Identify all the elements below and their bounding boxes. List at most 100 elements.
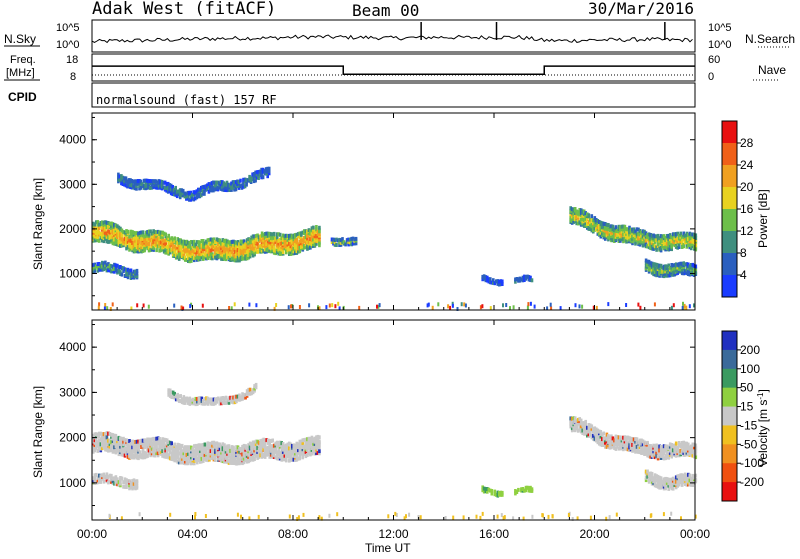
- echo-cell: [236, 250, 240, 255]
- echo-cell: [123, 453, 127, 458]
- echo-cell: [292, 451, 296, 456]
- echo-cell: [99, 431, 103, 436]
- echo-cell: [147, 181, 150, 186]
- echo-cell: [640, 438, 643, 443]
- echo-cell: [619, 435, 622, 440]
- echo-cell: [584, 419, 587, 424]
- echo-cell: [181, 188, 185, 193]
- echo-cell: [376, 304, 378, 309]
- echo-cell: [215, 254, 219, 259]
- echo-cell: [690, 263, 693, 267]
- echo-cell: [576, 516, 579, 521]
- echo-cell: [137, 442, 140, 447]
- echo-cell: [211, 440, 214, 445]
- echo-cell: [582, 426, 586, 431]
- echo-cell: [171, 390, 175, 395]
- echo-cell: [244, 458, 247, 463]
- echo-cell: [667, 481, 670, 486]
- echo-cell: [688, 241, 692, 246]
- echo-cell: [200, 188, 203, 193]
- echo-cell: [242, 452, 246, 457]
- echo-cell: [676, 236, 679, 241]
- echo-cell: [596, 430, 600, 435]
- echo-cell: [622, 435, 625, 440]
- echo-cell: [133, 186, 137, 191]
- echo-cell: [150, 231, 154, 236]
- echo-cell: [110, 473, 113, 478]
- echo-cell: [582, 430, 586, 435]
- echo-cell: [395, 513, 398, 517]
- echo-cell: [677, 269, 681, 274]
- echo-cell: [620, 227, 624, 232]
- echo-cell: [134, 486, 137, 491]
- echo-cell: [238, 255, 241, 260]
- echo-cell: [309, 245, 312, 250]
- echo-cell: [108, 230, 112, 235]
- echo-cell: [629, 233, 633, 238]
- echo-cell: [119, 232, 122, 237]
- echo-cell: [146, 437, 149, 442]
- echo-cell: [266, 243, 270, 248]
- echo-cell: [120, 228, 124, 233]
- echo-cell: [626, 442, 630, 446]
- echo-cell: [298, 235, 302, 240]
- y-tick-label: 2000: [59, 222, 86, 236]
- echo-cell: [119, 270, 122, 275]
- echo-cell: [158, 236, 161, 241]
- echo-cell: [227, 240, 231, 245]
- echo-cell: [638, 438, 642, 443]
- echo-cell: [111, 238, 115, 243]
- echo-cell: [527, 277, 531, 282]
- echo-cell: [628, 232, 631, 237]
- colorbar-swatch: [722, 331, 737, 351]
- echo-cell: [688, 482, 692, 487]
- echo-cell: [668, 265, 672, 270]
- echo-cell: [604, 440, 607, 445]
- echo-cell: [141, 248, 145, 253]
- echo-cell: [650, 445, 654, 450]
- echo-cell: [664, 245, 667, 250]
- echo-cell: [677, 443, 681, 448]
- echo-cell: [230, 445, 234, 450]
- echo-cell: [573, 219, 577, 224]
- echo-cell: [626, 435, 630, 440]
- echo-cell: [687, 236, 690, 241]
- echo-cell: [449, 305, 452, 310]
- echo-cell: [640, 445, 643, 450]
- echo-cell: [187, 445, 190, 450]
- echo-cell: [119, 234, 122, 239]
- echo-cell: [289, 238, 293, 242]
- echo-cell: [628, 436, 631, 441]
- echo-cell: [631, 239, 634, 244]
- echo-cell: [93, 475, 97, 480]
- echo-cell: [119, 440, 122, 445]
- echo-cell: [135, 231, 139, 236]
- echo-cell: [153, 451, 157, 456]
- echo-cell: [611, 440, 615, 445]
- echo-cell: [166, 184, 170, 189]
- echo-cell: [224, 185, 227, 190]
- echo-cell: [165, 438, 169, 443]
- echo-cell: [677, 474, 681, 479]
- echo-cell: [152, 238, 155, 242]
- echo-cell: [643, 229, 646, 234]
- echo-cell: [95, 234, 98, 239]
- echo-cell: [233, 451, 237, 456]
- echo-cell: [496, 514, 499, 519]
- echo-cell: [655, 478, 658, 483]
- echo-cell: [677, 453, 681, 458]
- echo-cell: [527, 302, 530, 307]
- echo-cell: [688, 451, 692, 456]
- echo-cell: [188, 197, 191, 202]
- echo-cell: [487, 279, 491, 284]
- echo-cell: [589, 423, 592, 428]
- echo-cell: [569, 208, 572, 213]
- echo-cell: [119, 436, 122, 441]
- echo-cell: [150, 244, 154, 249]
- echo-cell: [105, 472, 109, 477]
- echo-cell: [646, 237, 649, 242]
- echo-cell: [132, 439, 136, 444]
- echo-cell: [153, 183, 156, 188]
- echo-cell: [223, 241, 226, 246]
- echo-cell: [104, 220, 107, 225]
